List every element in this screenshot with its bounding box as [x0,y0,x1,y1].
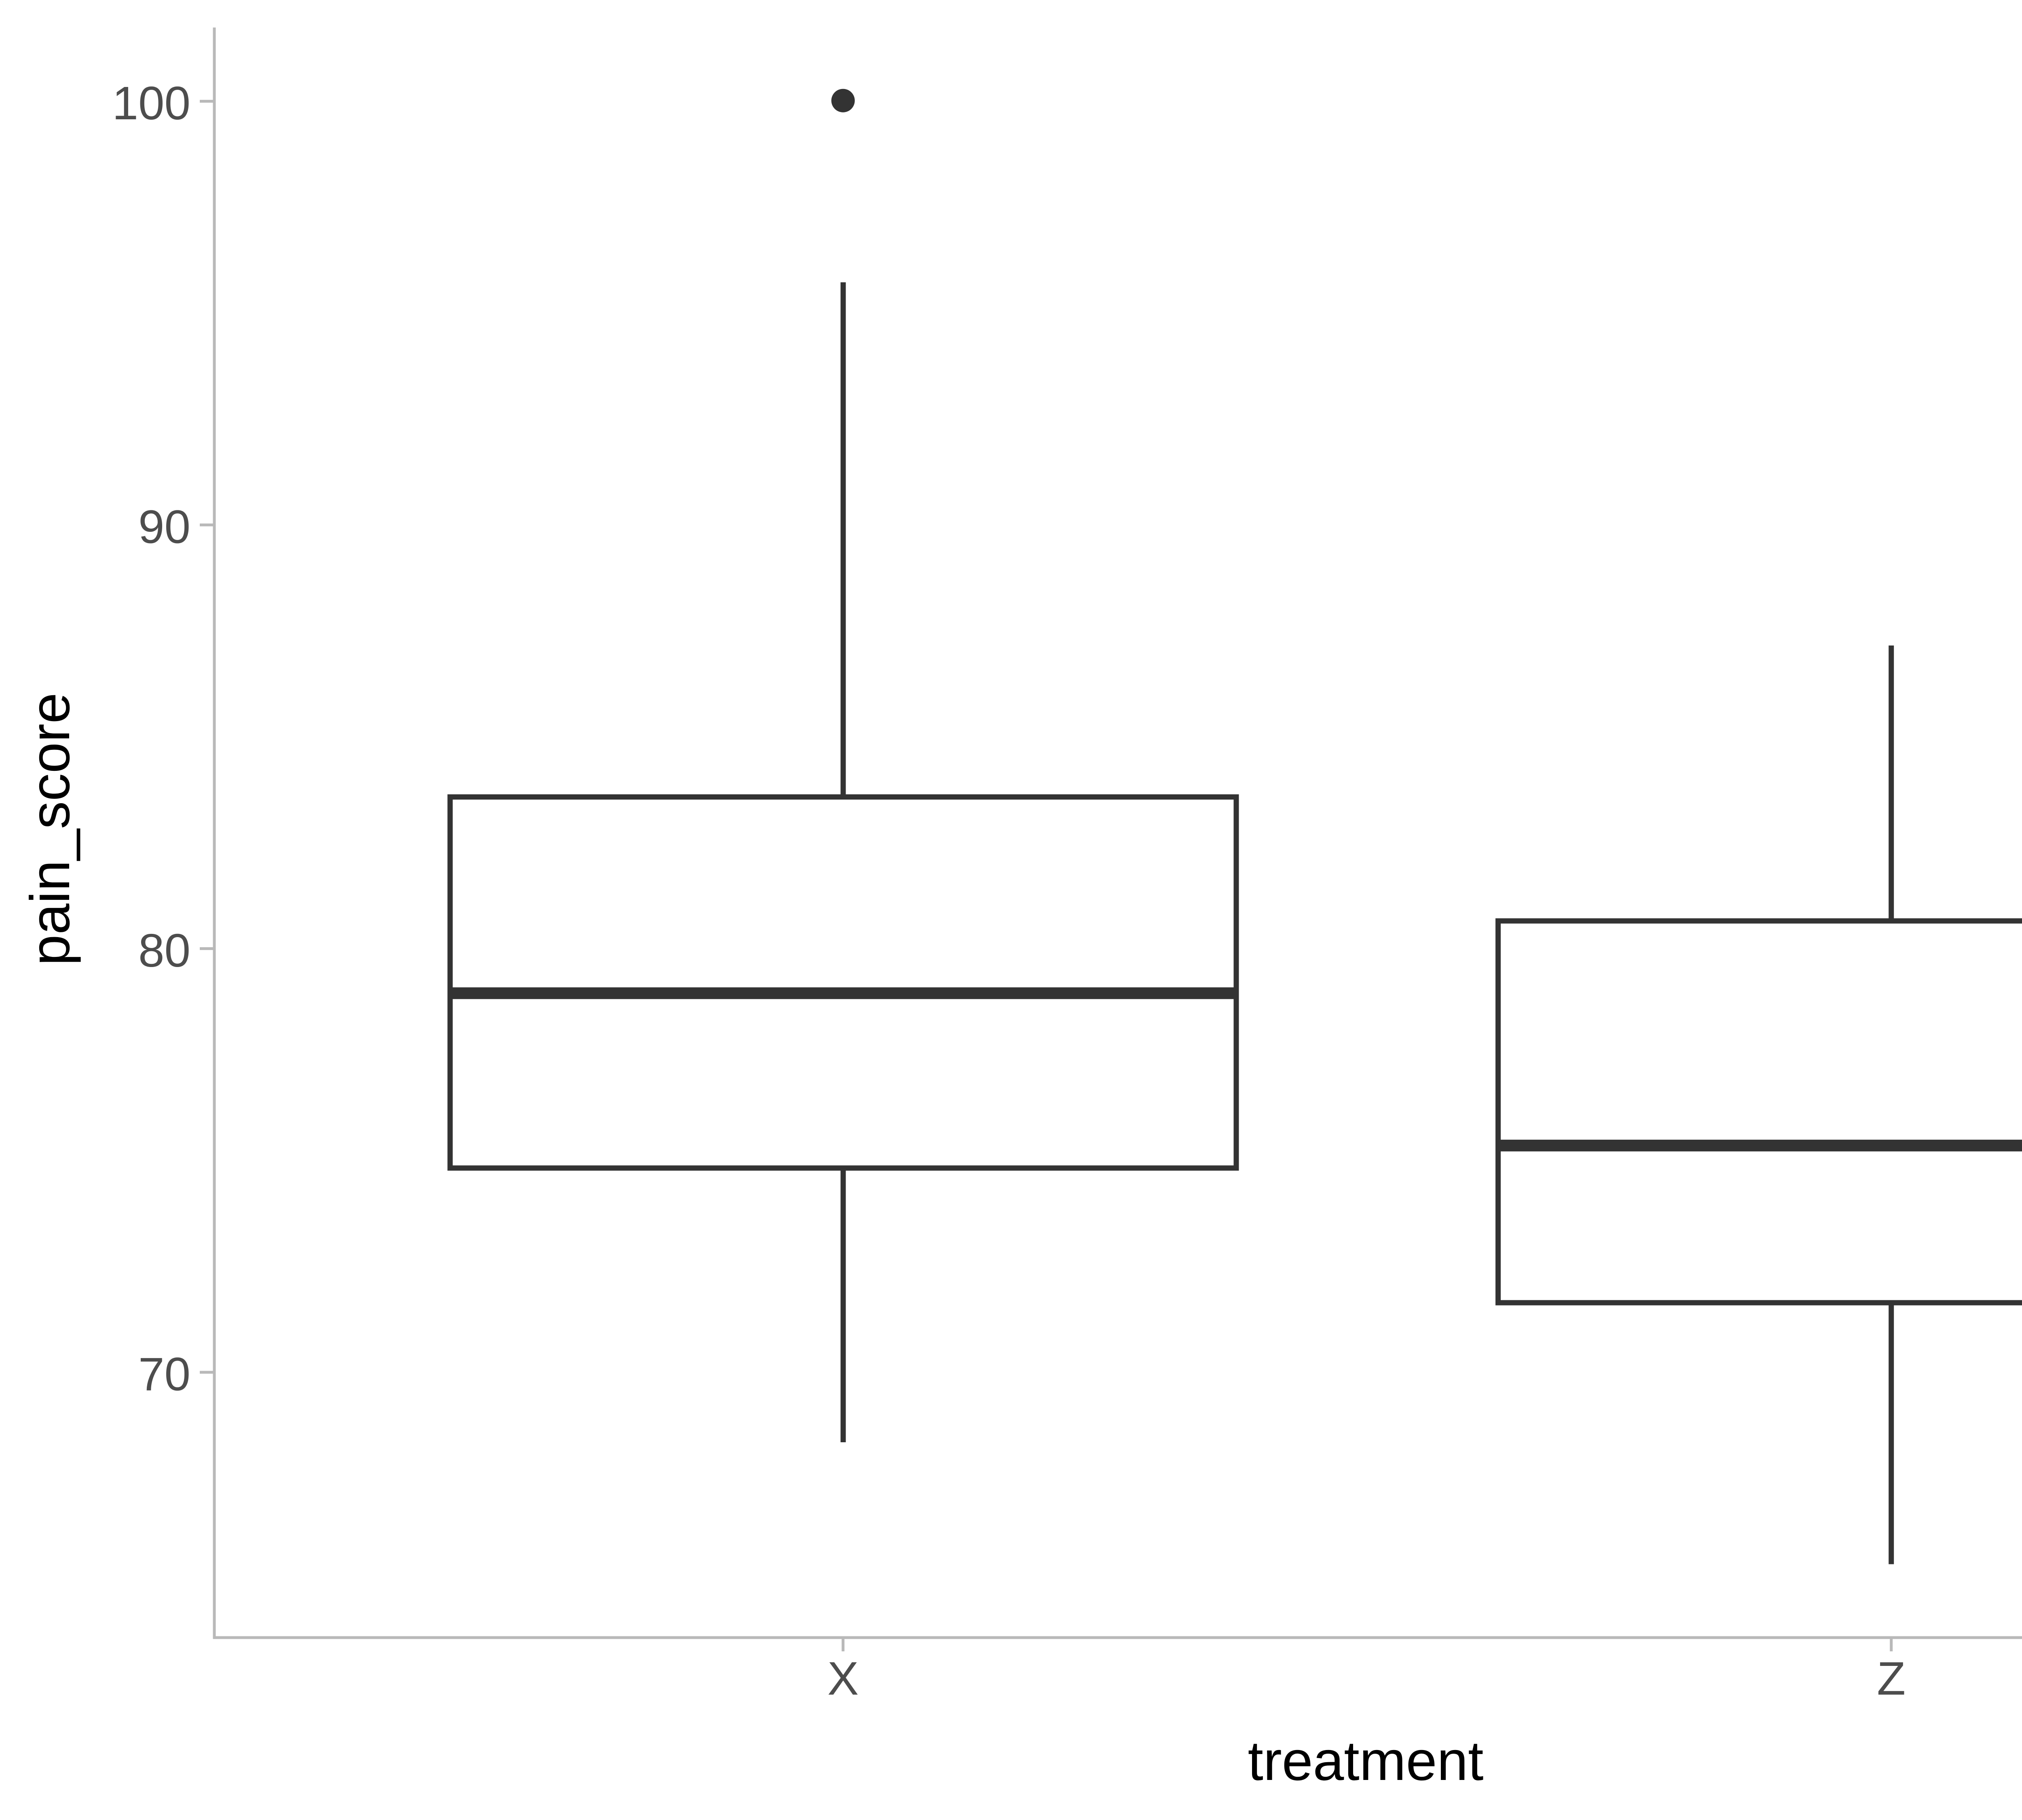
svg-text:Z: Z [1877,1652,1906,1705]
svg-text:X: X [827,1652,859,1705]
svg-text:treatment: treatment [1248,1730,1484,1792]
svg-text:70: 70 [138,1348,190,1401]
svg-text:pain_score: pain_score [19,692,81,965]
svg-text:80: 80 [138,924,190,977]
svg-text:90: 90 [138,501,190,553]
svg-text:100: 100 [112,77,190,129]
